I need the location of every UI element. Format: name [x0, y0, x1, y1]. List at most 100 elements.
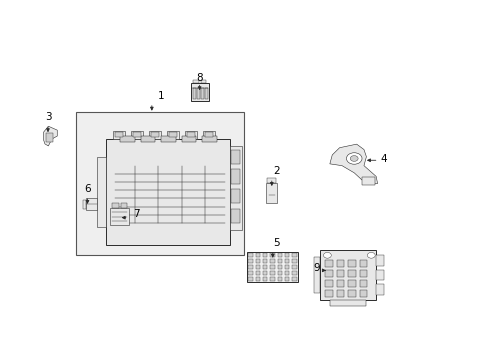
Bar: [285, 259, 289, 263]
Text: 3: 3: [44, 112, 51, 122]
Bar: [347, 289, 355, 297]
Circle shape: [349, 156, 357, 161]
Bar: [292, 259, 296, 263]
Bar: [192, 80, 198, 83]
Bar: [325, 280, 332, 287]
Bar: [133, 132, 141, 137]
Bar: [246, 252, 298, 282]
Polygon shape: [329, 144, 377, 184]
Bar: [267, 178, 276, 183]
Bar: [285, 265, 289, 269]
Bar: [121, 203, 127, 208]
Bar: [277, 253, 282, 257]
Bar: [359, 289, 366, 297]
Bar: [201, 88, 203, 99]
Bar: [200, 80, 206, 83]
Bar: [197, 88, 200, 99]
Circle shape: [366, 252, 374, 258]
Bar: [347, 260, 355, 267]
Bar: [203, 131, 215, 139]
Bar: [166, 131, 179, 139]
Text: 4: 4: [379, 154, 386, 164]
Text: 7: 7: [133, 209, 139, 219]
Bar: [131, 131, 143, 139]
Bar: [231, 149, 240, 164]
Bar: [263, 271, 267, 275]
Bar: [277, 271, 282, 275]
Bar: [105, 139, 229, 244]
Bar: [336, 289, 344, 297]
Bar: [248, 265, 252, 269]
Bar: [263, 253, 267, 257]
Bar: [248, 277, 252, 281]
Bar: [248, 259, 252, 263]
Text: 1: 1: [158, 91, 164, 101]
Bar: [113, 131, 125, 139]
Bar: [151, 132, 159, 137]
Bar: [161, 136, 175, 142]
Bar: [229, 146, 242, 230]
Bar: [45, 133, 53, 141]
Text: 5: 5: [273, 238, 280, 248]
Bar: [277, 277, 282, 281]
Bar: [255, 253, 260, 257]
Bar: [120, 136, 135, 142]
Bar: [141, 136, 155, 142]
Bar: [375, 284, 383, 295]
Bar: [336, 280, 344, 287]
Bar: [277, 265, 282, 269]
Bar: [277, 259, 282, 263]
Circle shape: [323, 252, 330, 258]
Bar: [325, 289, 332, 297]
Bar: [266, 183, 277, 203]
Text: 6: 6: [84, 184, 91, 194]
Bar: [292, 253, 296, 257]
Bar: [149, 131, 161, 139]
Bar: [320, 250, 375, 300]
Bar: [270, 271, 274, 275]
Circle shape: [346, 153, 361, 164]
Bar: [359, 260, 366, 267]
Bar: [193, 88, 195, 99]
Bar: [263, 259, 267, 263]
Bar: [184, 131, 197, 139]
Bar: [375, 255, 383, 266]
Bar: [205, 88, 207, 99]
Bar: [110, 208, 129, 225]
Bar: [168, 132, 177, 137]
Bar: [336, 270, 344, 277]
Bar: [86, 198, 97, 211]
Bar: [325, 270, 332, 277]
Bar: [285, 277, 289, 281]
Bar: [181, 136, 196, 142]
Bar: [97, 157, 105, 226]
Bar: [292, 271, 296, 275]
Bar: [347, 270, 355, 277]
Bar: [186, 132, 195, 137]
Bar: [375, 270, 383, 280]
Bar: [270, 277, 274, 281]
Bar: [270, 265, 274, 269]
Bar: [115, 132, 123, 137]
Bar: [231, 189, 240, 203]
Bar: [359, 270, 366, 277]
Polygon shape: [43, 126, 57, 146]
Bar: [270, 253, 274, 257]
Bar: [359, 280, 366, 287]
Text: 8: 8: [196, 73, 203, 83]
Bar: [292, 277, 296, 281]
Bar: [347, 280, 355, 287]
Bar: [231, 209, 240, 223]
Bar: [325, 260, 332, 267]
Bar: [263, 265, 267, 269]
Bar: [190, 83, 209, 101]
Bar: [82, 200, 86, 209]
Bar: [255, 271, 260, 275]
Text: 9: 9: [313, 263, 319, 273]
Text: 2: 2: [272, 166, 279, 176]
Bar: [248, 253, 252, 257]
Bar: [336, 260, 344, 267]
Bar: [231, 169, 240, 184]
Bar: [285, 253, 289, 257]
Bar: [292, 265, 296, 269]
